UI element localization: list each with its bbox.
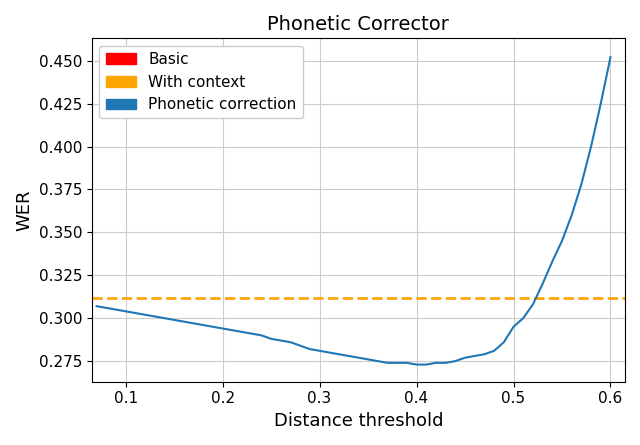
X-axis label: Distance threshold: Distance threshold [274,412,443,430]
Y-axis label: WER: WER [15,189,33,231]
Legend: Basic, With context, Phonetic correction: Basic, With context, Phonetic correction [99,46,303,118]
Title: Phonetic Corrector: Phonetic Corrector [268,15,449,34]
